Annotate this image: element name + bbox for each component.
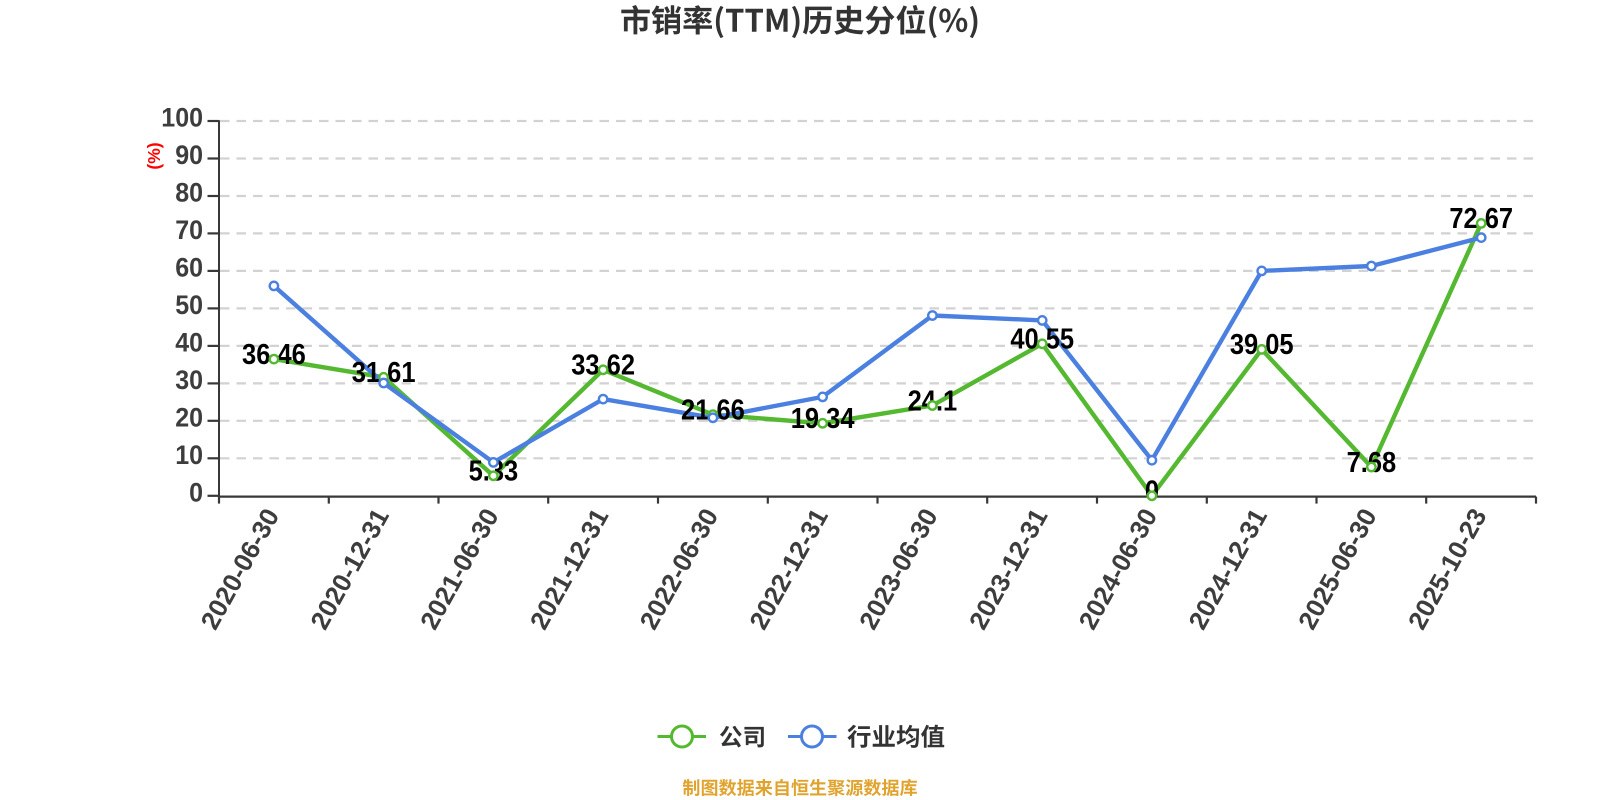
svg-text:2020-12-31: 2020-12-31: [304, 503, 395, 634]
svg-text:90: 90: [175, 141, 203, 170]
svg-text:2025-10-23: 2025-10-23: [1402, 503, 1493, 634]
svg-text:10: 10: [175, 441, 203, 470]
svg-text:2021-12-31: 2021-12-31: [524, 503, 615, 634]
svg-text:30: 30: [175, 366, 203, 395]
svg-text:(%): (%): [144, 142, 164, 169]
svg-text:2024-12-31: 2024-12-31: [1182, 503, 1273, 634]
svg-text:2022-12-31: 2022-12-31: [743, 503, 834, 634]
svg-text:2023-12-31: 2023-12-31: [963, 503, 1054, 634]
svg-text:60: 60: [175, 254, 203, 283]
svg-text:80: 80: [175, 179, 203, 208]
svg-text:2023-06-30: 2023-06-30: [853, 503, 944, 634]
svg-text:70: 70: [175, 216, 203, 245]
svg-text:0: 0: [189, 479, 203, 508]
svg-text:20: 20: [175, 404, 203, 433]
svg-text:2021-06-30: 2021-06-30: [414, 503, 505, 634]
svg-text:100: 100: [161, 104, 203, 133]
svg-text:2022-06-30: 2022-06-30: [633, 503, 724, 634]
svg-text:2025-06-30: 2025-06-30: [1292, 503, 1383, 634]
svg-text:2024-06-30: 2024-06-30: [1072, 503, 1163, 634]
svg-text:2020-06-30: 2020-06-30: [194, 503, 285, 634]
svg-text:50: 50: [175, 291, 203, 320]
svg-text:40: 40: [175, 329, 203, 358]
